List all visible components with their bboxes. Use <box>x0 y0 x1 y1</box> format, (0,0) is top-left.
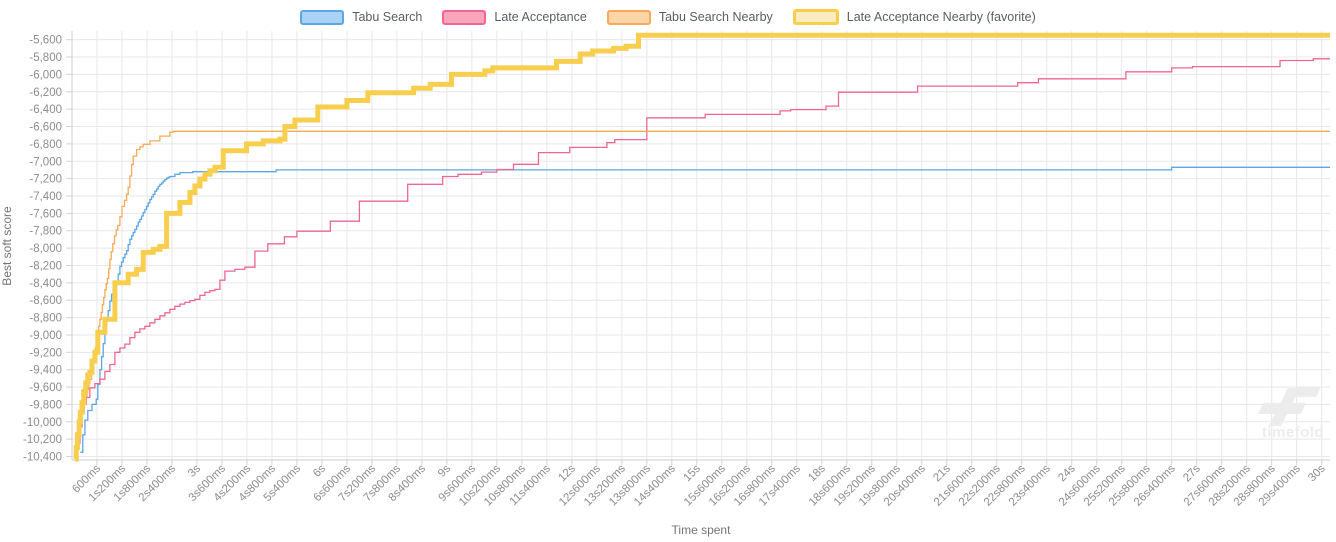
chart-legend: Tabu Search Late Acceptance Tabu Search Ne… <box>0 7 1336 27</box>
y-tick-label: -9,200 <box>29 347 62 359</box>
y-tick-label: -8,000 <box>29 243 62 255</box>
series-line-late-acceptance-nearby-favorite <box>73 32 1330 462</box>
y-tick-label: -7,800 <box>29 226 62 238</box>
y-tick-label: -6,800 <box>29 139 62 151</box>
y-axis-title: Best soft score <box>0 206 14 286</box>
y-tick-label: -10,200 <box>23 434 62 446</box>
x-tick-label: 3s <box>186 462 203 479</box>
series-layer <box>73 32 1330 462</box>
y-tick-label: -8,600 <box>29 295 62 307</box>
y-tick-label: -8,400 <box>29 278 62 290</box>
y-tick-label: -8,800 <box>29 313 62 325</box>
y-tick-label: -7,200 <box>29 174 62 186</box>
y-tick-label: -7,600 <box>29 208 62 220</box>
x-axis-title: Time spent <box>672 523 732 537</box>
y-tick-label: -6,600 <box>29 122 62 134</box>
legend-label: Tabu Search Nearby <box>658 10 773 24</box>
y-tick-label: -10,000 <box>23 417 62 429</box>
y-tick-label: -7,400 <box>29 191 62 203</box>
watermark-text: timefold <box>1262 424 1324 441</box>
timefold-watermark: timefold <box>1258 387 1324 441</box>
watermark-logo-bar <box>1258 403 1306 414</box>
y-tick-label: -6,000 <box>29 69 62 81</box>
y-tick-label: -5,600 <box>29 35 62 47</box>
y-tick-label: -9,400 <box>29 365 62 377</box>
y-tick-label: -10,400 <box>23 452 62 464</box>
legend-item-late-acceptance-nearby-favorite[interactable]: Late Acceptance Nearby (favorite) <box>792 9 1036 25</box>
y-tick-label: -7,000 <box>29 156 62 168</box>
axis-frame <box>71 31 1330 461</box>
legend-swatch-late-acceptance-nearby-favorite <box>792 9 839 25</box>
series-line-late-acceptance <box>76 58 1330 458</box>
legend-item-late-acceptance[interactable]: Late Acceptance <box>442 9 587 25</box>
y-tick-label: -9,000 <box>29 330 62 342</box>
x-tick-label: 6s <box>311 462 328 479</box>
legend-swatch-tabu-search <box>300 9 345 25</box>
legend-label: Late Acceptance Nearby (favorite) <box>846 10 1036 24</box>
y-tick-label: -6,400 <box>29 104 62 116</box>
y-tick-label: -6,200 <box>29 87 62 99</box>
watermark-logo-flag <box>1293 387 1321 397</box>
series-line-tabu-search-nearby <box>74 130 1330 458</box>
legend-item-tabu-search-nearby[interactable]: Tabu Search Nearby <box>606 9 773 25</box>
legend-label: Late Acceptance <box>494 10 587 24</box>
legend-item-tabu-search[interactable]: Tabu Search <box>300 9 423 25</box>
y-tick-label: -5,800 <box>29 52 62 64</box>
legend-label: Tabu Search <box>352 10 423 24</box>
legend-swatch-tabu-search-nearby <box>606 9 651 25</box>
x-tick-label: 30s <box>1306 462 1328 484</box>
y-tick-label: -9,600 <box>29 382 62 394</box>
y-tick-label: -9,800 <box>29 399 62 411</box>
x-tick-label: 9s <box>436 462 453 479</box>
y-tick-label: -8,200 <box>29 260 62 272</box>
series-line-tabu-search <box>80 166 1330 453</box>
legend-swatch-late-acceptance <box>442 9 487 25</box>
